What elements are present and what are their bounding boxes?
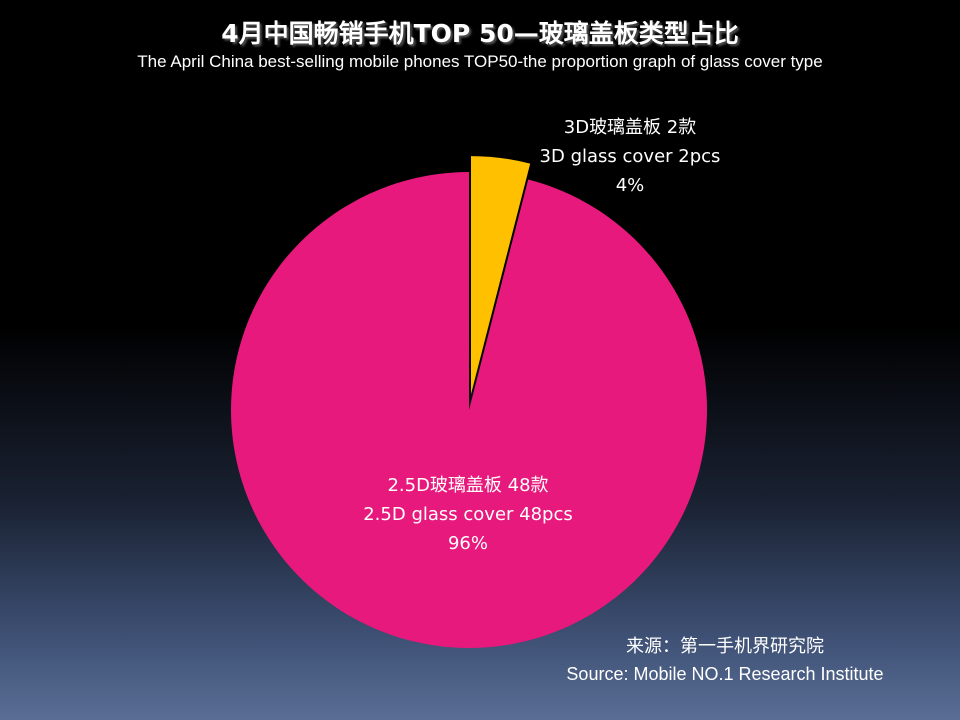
slice-label-2-5d: 2.5D玻璃盖板 48款 2.5D glass cover 48pcs 96% bbox=[318, 471, 618, 558]
slice-label-2-5d-percent: 96% bbox=[447, 533, 488, 554]
slice-label-3d-en: 3D glass cover 2pcs bbox=[539, 146, 721, 167]
source-note: 来源：第一手机界研究院 Source: Mobile NO.1 Research… bbox=[540, 632, 910, 688]
slice-label-2-5d-cn: 2.5D玻璃盖板 48款 bbox=[387, 475, 549, 496]
slice-label-3d: 3D玻璃盖板 2款 3D glass cover 2pcs 4% bbox=[510, 113, 750, 200]
pie-slice-0 bbox=[471, 156, 531, 395]
slice-label-3d-percent: 4% bbox=[615, 175, 645, 196]
slice-label-3d-cn: 3D玻璃盖板 2款 bbox=[563, 117, 697, 138]
source-cn: 来源：第一手机界研究院 bbox=[626, 636, 824, 656]
chart-subtitle: The April China best-selling mobile phon… bbox=[137, 52, 823, 71]
chart-title: 4月中国畅销手机TOP 50—玻璃盖板类型占比 bbox=[221, 19, 739, 48]
pie-slice-1 bbox=[231, 172, 708, 648]
slice-label-2-5d-en: 2.5D glass cover 48pcs bbox=[363, 504, 573, 525]
source-en: Source: Mobile NO.1 Research Institute bbox=[566, 664, 884, 684]
